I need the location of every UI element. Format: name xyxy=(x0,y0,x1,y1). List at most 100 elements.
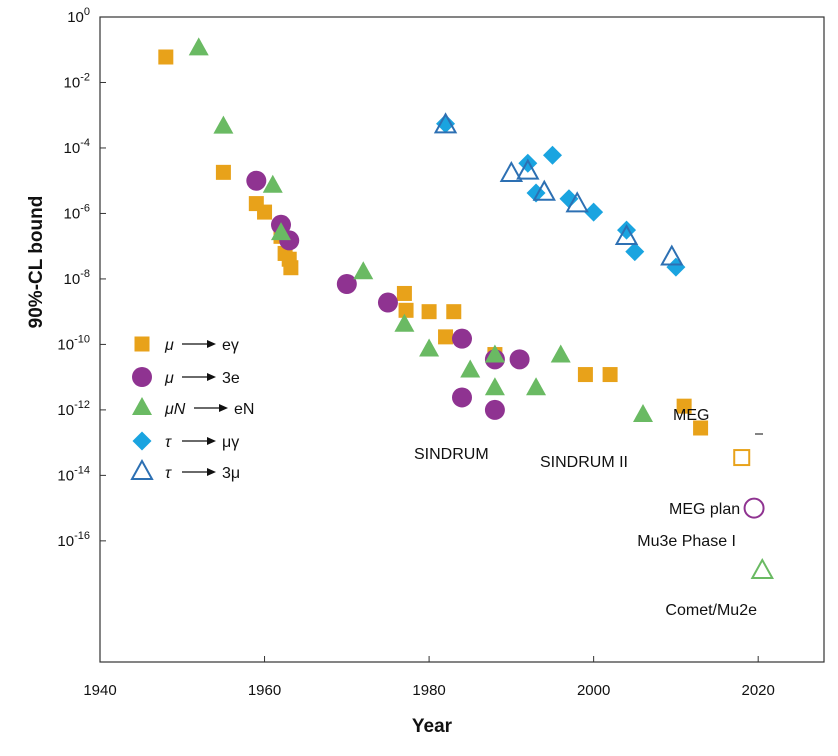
y-tick-label-base: 10 xyxy=(64,271,81,288)
data-point-mu-e-gamma xyxy=(446,304,462,320)
data-point-mu-3e xyxy=(452,387,472,408)
data-point-tau-mu-gamma xyxy=(625,242,645,262)
x-tick-label: 2000 xyxy=(577,682,610,699)
data-point-mu-e-gamma xyxy=(283,260,299,276)
legend-marker-mu-e-gamma xyxy=(134,336,150,352)
data-point-muN-eN xyxy=(271,222,291,241)
legend-label-target-mu-e-gamma: eγ xyxy=(222,337,239,354)
data-point-muN-eN xyxy=(550,344,571,363)
legend-label-mu-3e: μ xyxy=(164,370,174,387)
data-point-tau-mu-gamma xyxy=(584,202,604,222)
data-point-muN-eN xyxy=(353,261,374,280)
y-tick-label: 10-12 xyxy=(57,399,90,419)
data-point-muN-eN xyxy=(394,313,415,332)
y-tick-label: 10-4 xyxy=(64,137,90,157)
data-point-mu-3e xyxy=(452,328,472,349)
data-point-mu-e-gamma xyxy=(257,204,273,220)
data-point-tau-3mu xyxy=(499,160,524,183)
data-point-muN-eN xyxy=(526,377,547,396)
data-point-muN-eN xyxy=(262,174,283,193)
data-point-mu-e-gamma xyxy=(577,367,593,383)
data-point-muN-eN xyxy=(633,403,653,422)
legend-arrowhead xyxy=(207,373,216,381)
legend-arrowhead xyxy=(219,404,228,412)
y-tick-label-exponent: -6 xyxy=(80,202,90,214)
axis-ticks: 1940 1960 1980 2000 202010010-210-410-610-81… xyxy=(57,6,774,699)
data-point-mu-3e xyxy=(509,349,530,370)
data-point-tau-mu-gamma xyxy=(436,114,456,134)
data-point-muN-eN xyxy=(188,37,209,56)
data-point-mu-3e xyxy=(246,170,267,191)
projection-point-mu3e-phase-i xyxy=(743,497,765,519)
legend-arrowhead xyxy=(207,340,216,348)
y-axis-title: 90%-CL bound xyxy=(26,196,47,329)
y-tick-label-base: 10 xyxy=(64,140,81,157)
data-point-muN-eN xyxy=(484,344,505,363)
y-tick-label-exponent: -14 xyxy=(74,464,90,476)
plot-area-frame xyxy=(99,16,825,663)
data-point-muN-eN xyxy=(419,338,440,357)
x-tick-label: 2020 xyxy=(741,682,774,699)
y-tick-label-base: 10 xyxy=(64,205,81,222)
data-point-mu-e-gamma xyxy=(398,302,414,318)
y-tick-label-base: 10 xyxy=(64,74,81,91)
annotation-comet-mu2e: Comet/Mu2e xyxy=(665,602,757,619)
data-point-muN-eN xyxy=(213,115,234,134)
y-tick-label-exponent: -2 xyxy=(80,71,90,83)
legend-label-tau-mu-gamma: τ xyxy=(165,434,172,451)
projection-point-meg-plan xyxy=(733,449,751,467)
data-point-tau-mu-gamma xyxy=(518,153,538,173)
x-tick-label: 1980 xyxy=(412,682,445,699)
y-tick-label-exponent: -8 xyxy=(80,268,90,280)
data-point-tau-mu-gamma xyxy=(666,257,686,277)
annotation-mu3e-phase-i: Mu3e Phase I xyxy=(637,533,736,550)
x-tick-label: 1940 xyxy=(83,682,116,699)
legend-arrowhead xyxy=(207,468,216,476)
data-point-mu-e-gamma xyxy=(602,367,618,383)
legend-label-muN-eN: μN xyxy=(164,401,186,418)
data-point-tau-mu-gamma xyxy=(559,189,579,209)
y-tick-label-base: 10 xyxy=(57,336,74,353)
y-tick-label: 100 xyxy=(67,6,90,26)
annotation-meg-plan: MEG plan xyxy=(669,501,740,518)
data-point-muN-eN xyxy=(484,377,505,396)
legend-arrowhead xyxy=(207,437,216,445)
legend-marker-tau-3mu xyxy=(130,458,154,480)
data-points xyxy=(158,37,774,580)
y-tick-label-base: 10 xyxy=(57,402,74,419)
data-point-tau-3mu xyxy=(660,244,684,266)
y-tick-label: 10-8 xyxy=(64,268,90,288)
data-point-tau-3mu xyxy=(614,224,639,246)
annotation-sindrum-ii: SINDRUM II xyxy=(540,454,628,471)
legend-label-mu-e-gamma: μ xyxy=(164,337,174,354)
y-tick-label-base: 10 xyxy=(57,533,74,550)
y-tick-label: 10-16 xyxy=(57,530,90,550)
data-point-tau-3mu xyxy=(532,179,556,201)
y-tick-label-base: 10 xyxy=(67,9,84,26)
y-tick-label: 10-6 xyxy=(64,202,90,222)
annotation-sindrum: SINDRUM xyxy=(414,446,489,463)
data-point-muN-eN xyxy=(460,359,481,378)
legend-label-tau-3mu: τ xyxy=(165,465,172,482)
data-point-mu-e-gamma xyxy=(421,304,437,320)
data-point-mu-e-gamma xyxy=(215,164,231,180)
legend-label-target-muN-eN: eN xyxy=(234,401,254,418)
x-tick-label: 1960 xyxy=(248,682,281,699)
data-point-mu-3e xyxy=(484,399,505,420)
data-point-mu-e-gamma xyxy=(396,285,412,301)
legend-label-target-tau-mu-gamma: μγ xyxy=(222,434,239,451)
data-point-mu-e-gamma xyxy=(676,398,692,414)
y-tick-label-exponent: -10 xyxy=(74,333,90,345)
legend-label-target-tau-3mu: 3μ xyxy=(222,465,240,482)
y-tick-label-exponent: 0 xyxy=(84,6,90,18)
y-tick-label: 10-14 xyxy=(57,464,90,484)
data-point-tau-3mu xyxy=(565,191,589,213)
legend-marker-mu-3e xyxy=(132,367,152,387)
legend: μ eγ μ 3e μN eN τ μγ τ 3μ xyxy=(130,336,254,482)
annotation-meg: MEG xyxy=(673,407,709,424)
data-point-mu-3e xyxy=(336,274,357,295)
legend-marker-muN-eN xyxy=(132,397,152,415)
y-tick-label-exponent: -12 xyxy=(74,399,90,411)
